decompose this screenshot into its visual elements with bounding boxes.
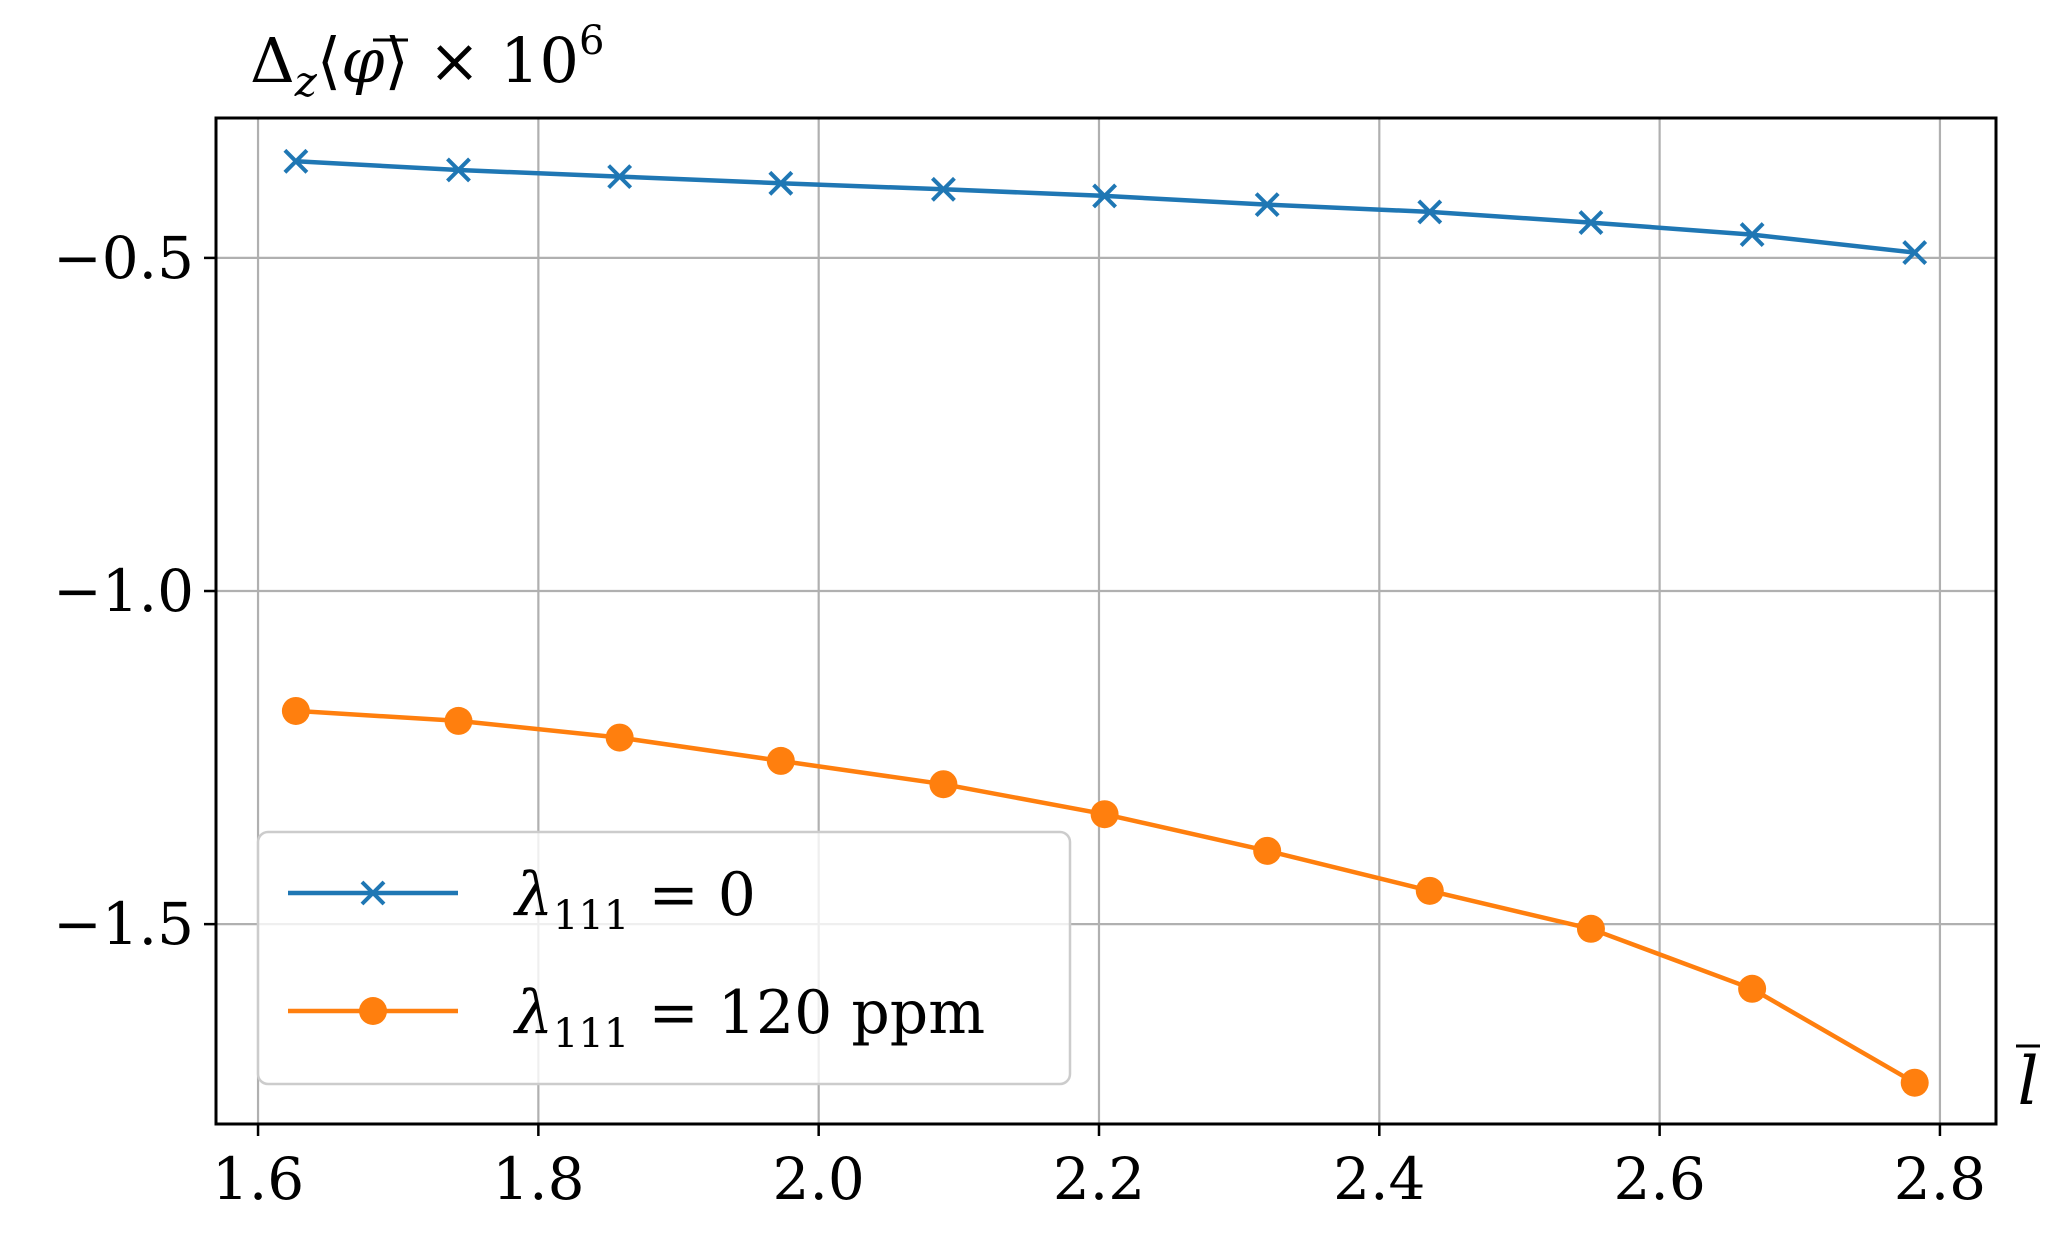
y-axis-label: Δz⟨φ⟩ × 106 (250, 18, 604, 106)
plot-frame (214, 116, 1998, 1126)
data-point (1090, 800, 1119, 829)
data-point (283, 148, 309, 174)
data-point (607, 164, 633, 190)
y-tick-label: −0.5 (53, 224, 194, 292)
series-layer (281, 148, 1929, 1097)
data-point (929, 770, 958, 799)
data-point (446, 157, 471, 183)
y-tick-label: −1.0 (53, 557, 194, 625)
legend-box (256, 830, 1072, 1086)
legend-marker (359, 997, 387, 1025)
legend-label: λ111 = 120 ppm (513, 978, 985, 1057)
grid (216, 118, 1996, 1124)
x-axis-title: l (2016, 1043, 2040, 1120)
data-point (1902, 240, 1928, 265)
x-tick-label: 1.8 (492, 1145, 584, 1213)
ticks: 1.6 1.8 2.0 2.2 2.4 2.6 2.8 −0.5 −1.0 −1.5 (53, 224, 1986, 1213)
data-point (1738, 974, 1767, 1003)
data-point (605, 723, 634, 752)
x-tick-label: 2.2 (1053, 1145, 1145, 1213)
legend: λ111 = 0 λ111 = 120 ppm (256, 830, 1072, 1086)
x-axis-label: l (2017, 1043, 2038, 1120)
legend-item-2: λ111 = 120 ppm (288, 978, 985, 1057)
y-axis-title: Δz⟨φ⟩ × 106 (250, 18, 604, 106)
data-point (1092, 183, 1118, 209)
data-point (281, 696, 310, 725)
data-point (931, 176, 956, 202)
legend-marker (360, 880, 386, 906)
data-point (1254, 192, 1280, 218)
series-1 (283, 148, 1928, 265)
x-tick-label: 2.0 (773, 1145, 865, 1213)
data-point (1576, 914, 1605, 943)
x-tick-label: 2.8 (1894, 1145, 1986, 1213)
legend-item-1: λ111 = 0 (288, 860, 756, 939)
x-tick-label: 2.4 (1333, 1145, 1425, 1213)
data-point (768, 170, 794, 196)
data-point (1415, 876, 1444, 905)
data-point (1578, 210, 1604, 236)
series-2 (281, 696, 1929, 1097)
data-point (1900, 1068, 1929, 1097)
data-point (1739, 222, 1765, 248)
x-tick-label: 2.6 (1613, 1145, 1705, 1213)
data-point (1253, 836, 1282, 865)
y-tick-label: −1.5 (53, 890, 194, 958)
data-point (1417, 199, 1443, 225)
legend-label: λ111 = 0 (513, 860, 756, 939)
data-point (444, 706, 473, 735)
data-point (766, 746, 795, 775)
x-tick-label: 1.6 (212, 1145, 304, 1213)
